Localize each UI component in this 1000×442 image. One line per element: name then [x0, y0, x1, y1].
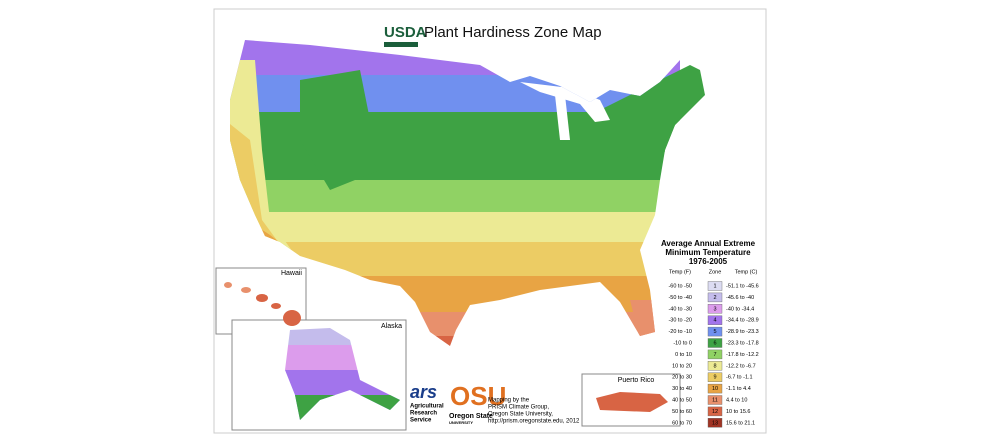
temp-f: -20 to -10: [668, 329, 692, 335]
temp-c: -12.2 to -6.7: [726, 363, 756, 369]
zone-swatch: [707, 372, 723, 382]
zone-swatch: [707, 349, 723, 360]
zone-swatch: [707, 292, 723, 303]
legend-column-header: Zone: [709, 269, 722, 275]
hawaii-islands: [224, 282, 301, 326]
zone-number: 12: [712, 409, 718, 415]
osu-name: UNIVERSITY: [449, 420, 473, 425]
temp-f: 0 to 10: [675, 352, 692, 358]
temp-c: -17.8 to -12.2: [726, 352, 759, 358]
zone-number: 6: [713, 340, 716, 346]
mapping-credit: http://prism.oregonstate.edu, 2012: [488, 419, 580, 425]
temp-f: -60 to -50: [668, 283, 692, 289]
mapping-credit: Oregon State University,: [488, 412, 553, 418]
temp-f: 10 to 20: [672, 363, 692, 369]
puerto-rico-label: Puerto Rico: [618, 377, 655, 384]
temp-c: -40 to -34.4: [726, 306, 754, 312]
zone-number: 1: [713, 283, 716, 289]
mapping-credit: PRISM Climate Group,: [488, 405, 549, 411]
lake-michigan: [555, 95, 570, 140]
ars-name: Agricultural: [410, 404, 444, 410]
zone-swatch: [707, 361, 723, 371]
zone-number: 2: [713, 295, 716, 301]
zone-swatch: [707, 304, 723, 314]
hawaii-island: [256, 294, 268, 302]
hawaii-label: Hawaii: [281, 270, 302, 277]
usda-logo: USDA: [384, 24, 427, 41]
puerto-rico-shape: [596, 392, 668, 412]
ars-name: Service: [410, 418, 432, 424]
temp-c: 4.4 to 10: [726, 397, 747, 403]
zone-number: 8: [713, 363, 716, 369]
temp-c: -45.6 to -40: [726, 295, 754, 301]
zone-swatch: [707, 395, 723, 405]
zone-swatch: [707, 281, 723, 291]
zone-band: [230, 180, 680, 212]
ars-name: Research: [410, 411, 437, 417]
temp-f: 40 to 50: [672, 397, 692, 403]
osu-name: Oregon State: [449, 413, 493, 420]
zone-number: 3: [713, 306, 716, 312]
zone-swatch: [707, 383, 723, 394]
hawaii-island: [224, 282, 232, 288]
temp-c: -28.9 to -23.3: [726, 329, 759, 335]
zone-swatch: [707, 326, 723, 337]
rockies-zone: [300, 70, 380, 190]
temp-c: -6.7 to -1.1: [726, 375, 753, 381]
temp-f: 50 to 60: [672, 409, 692, 415]
temp-f: -10 to 0: [673, 340, 692, 346]
temp-c: 10 to 15.6: [726, 409, 750, 415]
zone-number: 11: [712, 397, 718, 403]
map-title: Plant Hardiness Zone Map: [424, 24, 602, 41]
ars-logo: ars: [410, 382, 437, 402]
zone-number: 9: [713, 375, 716, 381]
legend-column-header: Temp (C): [735, 269, 758, 275]
zone-swatch: [707, 406, 723, 417]
temp-f: 60 to 70: [672, 420, 692, 426]
temp-c: -23.3 to -17.8: [726, 340, 759, 346]
temp-f: 30 to 40: [672, 386, 692, 392]
hawaii-island: [241, 287, 251, 293]
zone-swatch: [707, 315, 723, 325]
zone-number: 7: [713, 352, 716, 358]
zone-swatch: [707, 418, 723, 428]
lakes: [520, 82, 610, 122]
zone-number: 5: [713, 329, 716, 335]
alaska-label: Alaska: [381, 323, 402, 330]
zone-band: [230, 212, 680, 242]
zone-number: 10: [712, 386, 718, 392]
zone-swatch: [707, 338, 723, 348]
temp-f: -50 to -40: [668, 295, 692, 301]
temp-c: -51.1 to -45.6: [726, 283, 759, 289]
temp-f: 20 to 30: [672, 375, 692, 381]
temp-c: -34.4 to -28.9: [726, 318, 759, 324]
temp-c: -1.1 to 4.4: [726, 386, 751, 392]
hawaii-island: [283, 310, 301, 326]
osu-logo: OSU: [450, 381, 506, 411]
legend-title: 1976-2005: [689, 257, 728, 266]
legend-column-header: Temp (F): [669, 269, 691, 275]
legend-title: Average Annual Extreme: [661, 239, 756, 248]
mapping-credit: Mapping by the: [488, 398, 530, 404]
temp-f: -40 to -30: [668, 306, 692, 312]
legend-title: Minimum Temperature: [665, 248, 751, 257]
temp-c: 15.6 to 21.1: [726, 420, 755, 426]
zone-number: 13: [712, 420, 718, 426]
hawaii-island: [271, 303, 281, 309]
zone-number: 4: [713, 318, 716, 324]
temp-f: -30 to -20: [668, 318, 692, 324]
usda-logo-bar: [384, 42, 418, 47]
